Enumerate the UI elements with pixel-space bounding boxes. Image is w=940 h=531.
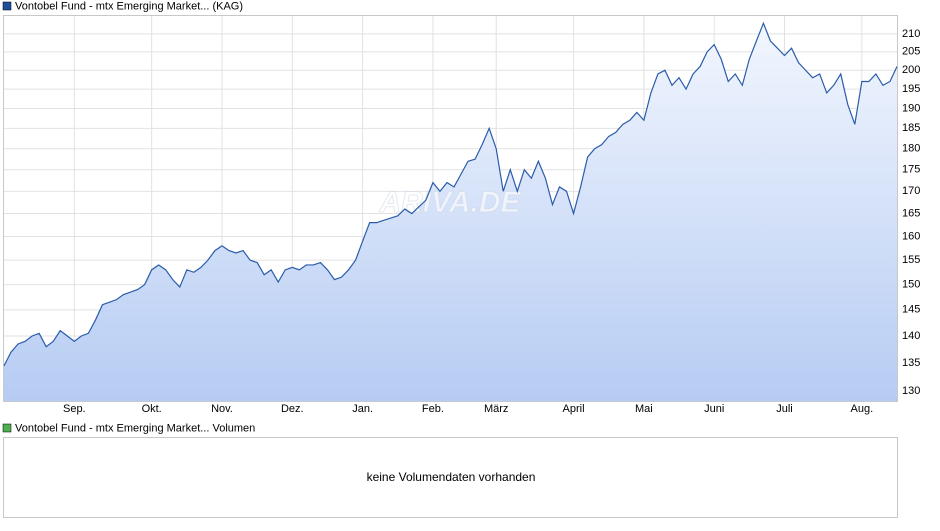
x-tick-label: Okt.	[142, 403, 162, 415]
y-tick-label: 150	[902, 278, 920, 290]
x-tick-label: März	[484, 403, 508, 415]
y-tick-label: 175	[902, 164, 920, 176]
y-tick-label: 145	[902, 304, 920, 316]
line	[3, 21, 898, 367]
x-tick-label: Nov.	[211, 403, 233, 415]
x-tick-label: Aug.	[851, 403, 874, 415]
legend-swatch	[2, 423, 12, 433]
y-tick-label: 165	[902, 207, 920, 219]
legend-label: Vontobel Fund - mtx Emerging Market... V…	[15, 422, 255, 434]
volume-message: keine Volumendaten vorhanden	[367, 470, 536, 484]
y-tick-label: 170	[902, 185, 920, 197]
y-tick-label: 185	[902, 122, 920, 134]
y-tick-label: 160	[902, 230, 920, 242]
plot: ARIVA.DE	[3, 16, 898, 402]
y-tick-label: 210	[902, 28, 920, 40]
y-tick-label: 205	[902, 46, 920, 58]
y-tick-label: 195	[902, 83, 920, 95]
legend-label: Vontobel Fund - mtx Emerging Market... (…	[15, 0, 243, 12]
x-tick-label: Jan.	[352, 403, 373, 415]
y-tick-label: 130	[902, 385, 920, 397]
y-tick-label: 135	[902, 357, 920, 369]
y-tick-label: 140	[902, 330, 920, 342]
volume-frame	[3, 437, 898, 518]
y-tick-label: 190	[902, 102, 920, 114]
y-tick-label: 200	[902, 64, 920, 76]
watermark: ARIVA.DE	[378, 186, 521, 219]
y-tick-label: 180	[902, 143, 920, 155]
x-tick-label: Juni	[704, 403, 724, 415]
x-tick-label: Feb.	[422, 403, 444, 415]
x-tick-label: Mai	[635, 403, 653, 415]
x-tick-label: Juli	[776, 403, 793, 415]
y-tick-label: 155	[902, 254, 920, 266]
legend-swatch	[2, 1, 12, 11]
area	[4, 23, 897, 402]
x-tick-label: April	[563, 403, 585, 415]
x-tick-label: Sep.	[63, 403, 86, 415]
x-tick-label: Dez.	[281, 403, 304, 415]
